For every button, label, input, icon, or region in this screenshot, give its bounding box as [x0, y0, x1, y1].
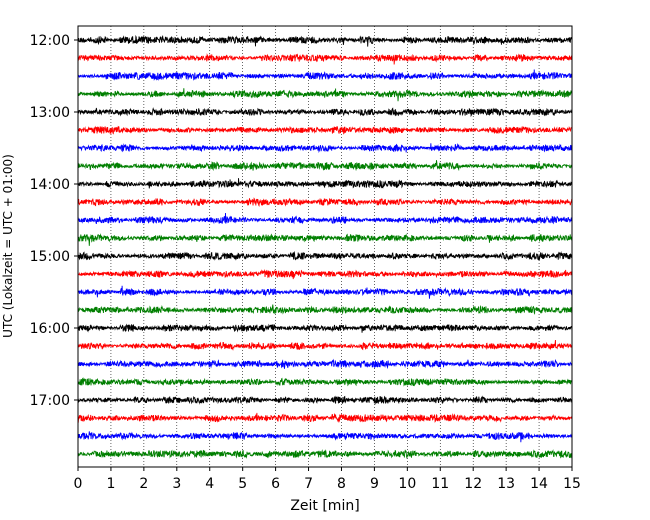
trace-line — [77, 160, 573, 172]
trace-line — [77, 212, 573, 225]
x-tick-label: 13 — [497, 476, 515, 492]
trace-line — [77, 34, 573, 47]
x-axis-title: Zeit [min] — [290, 498, 359, 514]
trace-line — [77, 358, 573, 370]
trace-line — [77, 53, 573, 65]
trace-line — [77, 395, 573, 405]
trace-line — [77, 304, 573, 315]
y-tick-label: 16:00 — [30, 321, 70, 337]
x-tick-label: 12 — [464, 476, 482, 492]
x-tick-label: 6 — [271, 476, 280, 492]
plot-frame — [77, 25, 573, 468]
trace-line — [77, 412, 573, 424]
x-tick-label: 0 — [74, 476, 83, 492]
trace-line — [77, 250, 573, 261]
trace-line — [77, 285, 573, 299]
y-tick-label: 15:00 — [30, 249, 70, 265]
y-tick-label: 13:00 — [30, 105, 70, 121]
trace-line — [77, 143, 573, 154]
trace-line — [77, 340, 573, 351]
trace-line — [77, 107, 573, 118]
trace-line — [77, 178, 573, 189]
y-axis-ticks: 12:00 13:00 14:00 15:00 16:00 17:00 — [30, 33, 78, 409]
trace-line — [77, 449, 573, 460]
trace-line — [77, 88, 573, 102]
trace-line — [77, 431, 573, 443]
x-tick-label: 3 — [172, 476, 181, 492]
x-tick-label: 2 — [139, 476, 148, 492]
trace-line — [77, 269, 573, 280]
x-tick-label: 8 — [337, 476, 346, 492]
x-tick-label: 9 — [370, 476, 379, 492]
x-tick-label: 11 — [431, 476, 449, 492]
y-tick-label: 14:00 — [30, 177, 70, 193]
y-tick-label: 12:00 — [30, 33, 70, 49]
x-tick-label: 14 — [530, 476, 548, 492]
trace-line — [77, 69, 573, 81]
x-axis-ticks: 0 1 2 3 4 5 6 7 8 9 10 11 12 13 14 15 — [74, 467, 581, 492]
seismic-traces — [77, 34, 573, 460]
y-tick-label: 17:00 — [30, 393, 70, 409]
x-tick-label: 15 — [563, 476, 581, 492]
y-axis-title: UTC (Lokalzeit = UTC + 01:00) — [1, 154, 15, 338]
x-tick-label: 4 — [205, 476, 214, 492]
x-tick-label: 5 — [238, 476, 247, 492]
x-tick-label: 10 — [398, 476, 416, 492]
trace-line — [77, 233, 573, 246]
x-tick-label: 7 — [304, 476, 313, 492]
trace-line — [77, 197, 573, 208]
x-tick-label: 1 — [106, 476, 115, 492]
trace-line — [77, 323, 573, 333]
trace-line — [77, 377, 573, 387]
trace-line — [77, 125, 573, 135]
